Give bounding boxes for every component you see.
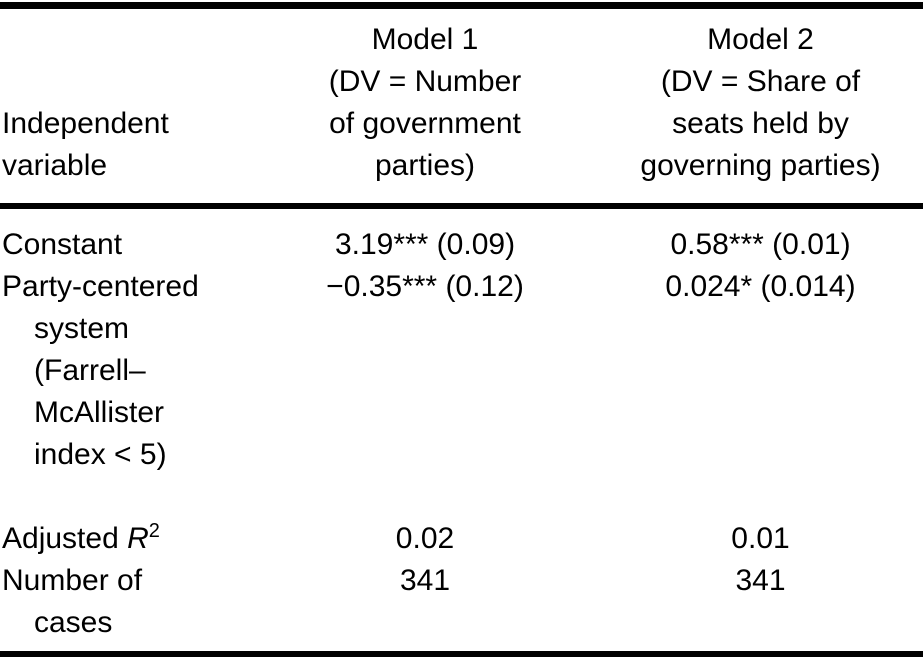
adjusted-r2-model1-value: 0.02 xyxy=(395,522,455,555)
table-row-party-centered-system: Party-centered system (Farrell– McAllist… xyxy=(0,266,923,476)
header-model-1: Model 1 (DV = Number of government parti… xyxy=(290,5,560,209)
table-row-number-of-cases: Number of cases 341 341 xyxy=(0,560,923,654)
table-row-adjusted-r2: Adjusted R2 0.02 0.01 xyxy=(0,518,923,560)
row-label-constant: Constant xyxy=(2,228,123,261)
row-label-adjusted-r2: Adjusted R2 xyxy=(0,518,290,560)
table-header: Independent variable Model 1 (DV = Numbe… xyxy=(0,5,923,209)
constant-model1-value: 3.19*** (0.09) xyxy=(334,228,516,261)
adjusted-r2-model2-value: 0.01 xyxy=(731,522,790,555)
party-centered-model1-value: −0.35*** (0.12) xyxy=(326,270,524,303)
spacer-row xyxy=(0,476,923,518)
adjusted-r2-text: Adjusted xyxy=(2,522,128,555)
r-symbol: R xyxy=(127,522,149,555)
row-label-party-centered-system: Party-centered system (Farrell– McAllist… xyxy=(2,270,199,471)
constant-model2-value: 0.58*** (0.01) xyxy=(670,228,851,261)
r-exponent: 2 xyxy=(148,520,160,542)
row-label-number-of-cases: Number of cases xyxy=(2,564,143,639)
header-model-2: Model 2 (DV = Share of seats held by gov… xyxy=(560,5,923,209)
cases-model1-value: 341 xyxy=(399,564,451,597)
party-centered-model2-value: 0.024* (0.014) xyxy=(665,270,856,303)
header-independent-variable: Independent variable xyxy=(0,5,290,209)
table-row-constant: Constant 3.19*** (0.09) 0.58*** (0.01) xyxy=(0,206,923,266)
table-body: Constant 3.19*** (0.09) 0.58*** (0.01) P… xyxy=(0,206,923,654)
cases-model2-value: 341 xyxy=(735,564,786,597)
header-row: Independent variable Model 1 (DV = Numbe… xyxy=(0,5,923,209)
